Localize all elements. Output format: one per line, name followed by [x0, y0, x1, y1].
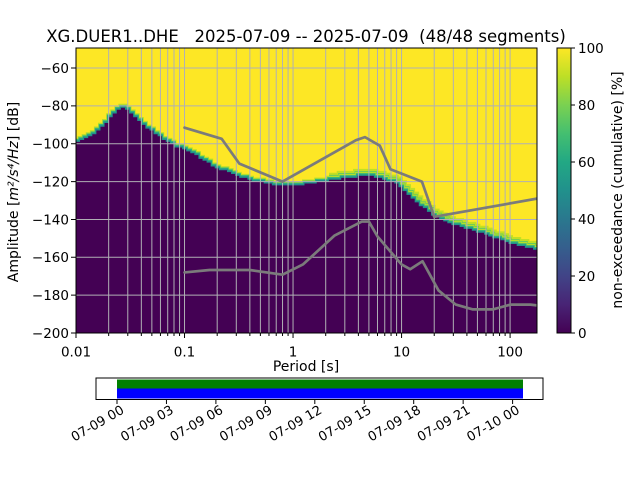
colorbar-border — [556, 47, 572, 334]
x-tick-label: 0.1 — [174, 345, 195, 361]
nhnm-line — [183, 126, 537, 219]
timeline-ticks — [116, 399, 514, 404]
plot-title: XG.DUER1..DHE 2025-07-09 -- 2025-07-09 (… — [46, 27, 566, 46]
y-axis-label-suffix: ] [dB] — [6, 102, 22, 141]
timeline-tick-label: 07-09 12 — [267, 403, 325, 445]
y-axis-label-prefix: Amplitude [ — [6, 201, 22, 283]
y-tick-label: −60 — [41, 61, 70, 77]
timeline-tick-label: 07-09 06 — [168, 403, 226, 445]
colorbar-label: non-exceedance (cumulative) [%] — [610, 71, 626, 308]
ppsd-mesh — [76, 48, 537, 333]
nlnm-line — [183, 220, 537, 311]
timeline-tick-label: 07-10 00 — [464, 403, 522, 445]
colorbar-tick-label: 0 — [578, 326, 587, 342]
y-tick-label: −200 — [32, 326, 69, 342]
colorbar-tick-label: 40 — [578, 212, 595, 228]
timeline-tick-label: 07-09 15 — [316, 403, 374, 445]
colorbar-tick-label: 20 — [578, 269, 595, 285]
timeline-tick-label: 07-09 00 — [69, 403, 127, 445]
x-tick-label: 0.01 — [61, 345, 91, 361]
noise-models — [183, 126, 537, 311]
y-tick-label: −140 — [32, 212, 69, 228]
x-tick-label: 10 — [393, 345, 410, 361]
plot-border — [75, 47, 538, 334]
colorbar-tick-label: 100 — [578, 41, 604, 57]
y-axis-label: Amplitude [m²/s⁴/Hz] [dB] — [6, 102, 22, 282]
timeline-tick-label: 07-09 03 — [118, 403, 176, 445]
y-axis-ticks — [71, 67, 76, 334]
mesh-low-region — [76, 107, 537, 333]
y-tick-label: −80 — [41, 99, 70, 115]
x-tick-label: 100 — [497, 345, 523, 361]
y-axis-label-units: m²/s⁴/Hz — [6, 140, 22, 200]
x-axis-label: Period [s] — [273, 359, 339, 375]
colorbar-gradient — [557, 48, 571, 333]
x-tick-label: 1 — [289, 345, 298, 361]
timeline-data-coverage — [117, 379, 523, 389]
colorbar-ticks — [571, 47, 575, 334]
timeline-tick-label: 07-09 18 — [366, 403, 424, 445]
y-tick-label: −120 — [32, 174, 69, 190]
y-tick-label: −160 — [32, 250, 69, 266]
colorbar-tick-label: 60 — [578, 155, 595, 171]
timeline-tick-label: 07-09 09 — [217, 403, 275, 445]
colorbar-tick-label: 80 — [578, 98, 595, 114]
x-axis-ticks — [75, 333, 511, 338]
timeline-psd-coverage — [117, 388, 523, 399]
timeline-tick-label: 07-09 21 — [415, 403, 473, 445]
y-tick-label: −180 — [32, 288, 69, 304]
y-tick-label: −100 — [32, 137, 69, 153]
